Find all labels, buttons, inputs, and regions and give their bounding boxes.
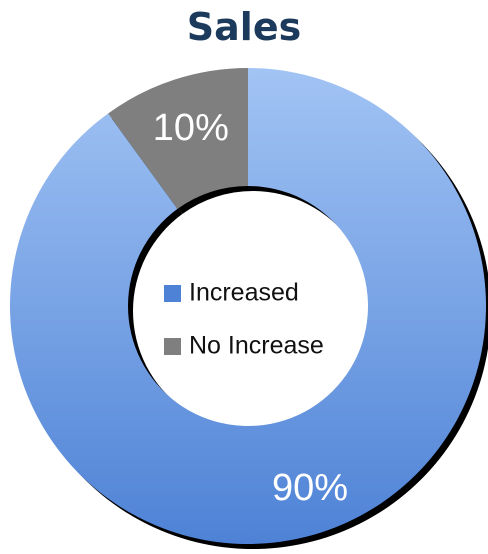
slice-increased [9, 68, 487, 544]
legend-label-no-increase: No Increase [189, 332, 324, 360]
slices [9, 68, 487, 544]
legend-swatch-increased [164, 285, 181, 302]
slice-no-increase [108, 68, 248, 209]
legend-label-increased: Increased [189, 279, 299, 307]
data-label-no-increase: 10% [153, 107, 229, 149]
data-labels: 90% 10% [153, 107, 348, 509]
chart-title: Sales [186, 5, 302, 49]
data-label-increased: 90% [272, 467, 348, 509]
legend: Increased No Increase [164, 279, 324, 360]
legend-swatch-no-increase [164, 338, 181, 355]
